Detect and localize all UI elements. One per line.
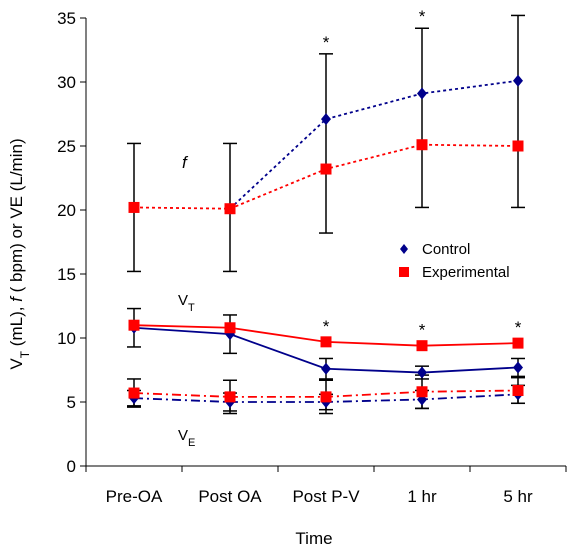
control-f-point	[321, 113, 331, 126]
f-series-label: f	[182, 153, 189, 172]
ve-series-label: VE	[178, 427, 195, 449]
y-tick-label: 10	[57, 329, 76, 348]
significance-star: *	[323, 317, 330, 336]
significance-star: *	[419, 7, 426, 26]
legend-control-label: Control	[422, 241, 470, 258]
experimental-f-point	[512, 140, 524, 152]
control-vt-point	[513, 361, 523, 374]
x-axis-label: Time	[295, 529, 332, 548]
experimental-ve-point	[128, 387, 140, 399]
experimental-ve-point	[320, 391, 332, 403]
x-tick-label: 1 hr	[407, 487, 437, 506]
y-tick-label: 20	[57, 201, 76, 220]
experimental-ve-point	[512, 384, 524, 396]
y-tick-label: 25	[57, 137, 76, 156]
experimental-vt-point	[512, 337, 524, 349]
y-tick-label: 0	[67, 457, 76, 476]
legend-experimental-marker	[399, 267, 409, 277]
legend-control-marker	[400, 244, 408, 254]
significance-star: *	[323, 33, 330, 52]
experimental-vt-point	[320, 336, 332, 348]
series-markers	[128, 74, 524, 408]
experimental-vt-point	[224, 322, 236, 334]
control-f-point	[417, 87, 427, 100]
y-tick-label: 30	[57, 73, 76, 92]
vt-series-label: VT	[178, 292, 195, 314]
control-vt-point	[321, 362, 331, 375]
significance-star: *	[419, 321, 426, 340]
y-axis-label: VT (mL), f ( bpm) or VE (L/min)	[7, 138, 32, 369]
control-f-point	[513, 74, 523, 87]
experimental-f-point	[320, 163, 332, 175]
experimental-ve-point	[224, 391, 236, 403]
experimental-f-point	[128, 201, 140, 213]
experimental-ve-point	[416, 386, 428, 398]
y-tick-label: 15	[57, 265, 76, 284]
y-tick-label: 35	[57, 9, 76, 28]
control-f-line	[229, 79, 519, 210]
chart-axes: 0 5 10 15 20 25 30 35 Pre-OA Post OA Post P-V 1 hr 5…	[7, 9, 567, 506]
annotations: f VT VE * * * * *	[178, 7, 522, 449]
experimental-vt-point	[416, 340, 428, 352]
y-tick-label: 5	[67, 393, 76, 412]
experimental-f-point	[224, 203, 236, 215]
control-vt-point	[417, 366, 427, 379]
significance-star: *	[515, 318, 522, 337]
legend: Control Experimental	[399, 241, 510, 281]
x-tick-label: 5 hr	[503, 487, 533, 506]
x-tick-label: Post P-V	[292, 487, 360, 506]
error-bars	[127, 14, 525, 415]
experimental-vt-point	[128, 319, 140, 331]
x-tick-label: Post OA	[198, 487, 262, 506]
legend-experimental-label: Experimental	[422, 264, 510, 281]
experimental-f-point	[416, 139, 428, 151]
x-tick-label: Pre-OA	[106, 487, 163, 506]
